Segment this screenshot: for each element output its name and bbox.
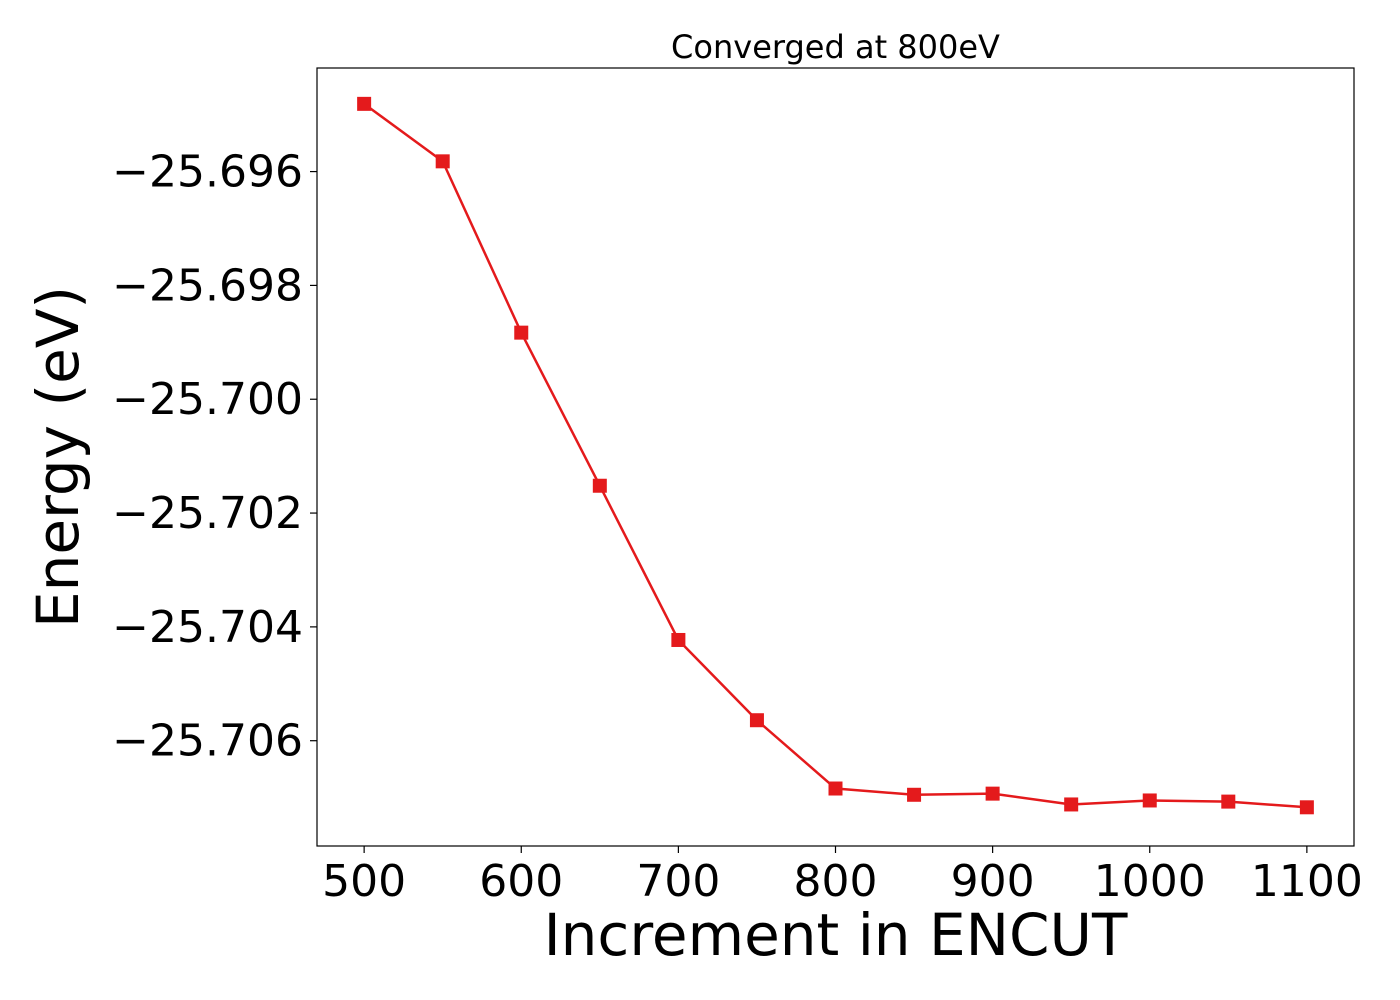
y-tick-label: −25.698 [112,260,303,311]
y-tick-label: −25.706 [112,716,303,767]
x-tick-label: 800 [794,856,878,907]
y-tick-label: −25.700 [112,374,303,425]
x-tick-label: 700 [636,856,720,907]
data-point-marker [671,632,686,647]
x-axis: 500 600 700 800 900 1000 1100 [322,846,1363,907]
x-tick-label: 1000 [1094,856,1206,907]
x-tick-label: 500 [322,856,406,907]
data-point-marker [592,478,607,493]
x-tick-label: 600 [479,856,563,907]
data-point-marker [749,713,764,728]
data-point-marker [907,787,922,802]
y-tick-label: −25.696 [112,147,303,198]
x-tick-label: 900 [951,856,1035,907]
data-point-marker [1299,800,1314,815]
data-point-marker [1064,797,1079,812]
y-tick-label: −25.702 [112,488,303,539]
x-axis-title: Increment in ENCUT [544,901,1128,969]
data-point-marker [828,781,843,796]
data-point-marker [514,325,529,340]
data-point-marker [1142,793,1157,808]
y-tick-label: −25.704 [112,602,303,653]
data-point-marker [357,96,372,111]
y-axis-title: Energy (eV) [24,286,92,628]
data-point-marker [1221,794,1236,809]
x-tick-label: 1100 [1251,856,1363,907]
y-axis: −25.696 −25.698 −25.700 −25.702 −25.704 −25.7… [112,147,317,767]
data-point-marker [985,786,1000,801]
data-point-marker [435,154,450,169]
chart-title: Converged at 800eV [671,28,1000,66]
